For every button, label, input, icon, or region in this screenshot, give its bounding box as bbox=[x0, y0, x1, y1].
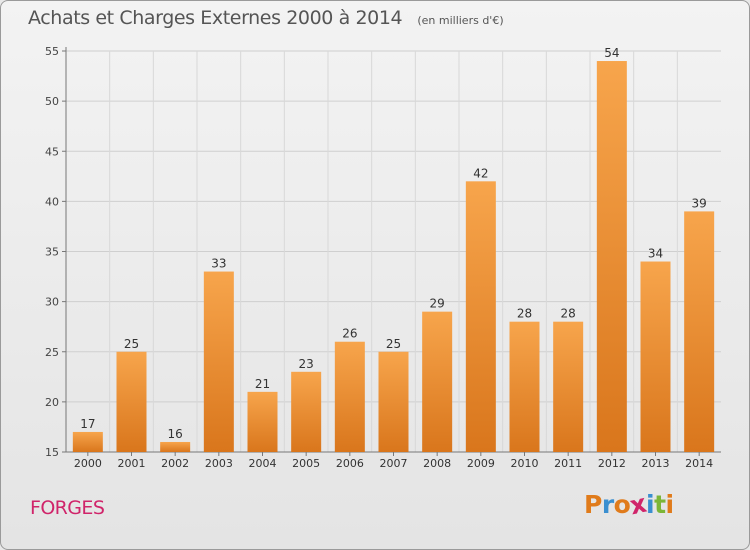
bar bbox=[596, 61, 627, 453]
bar bbox=[203, 271, 234, 452]
x-tick-label: 2011 bbox=[554, 457, 582, 470]
x-tick-label: 2014 bbox=[685, 457, 713, 470]
x-tick-label: 2013 bbox=[642, 457, 670, 470]
bar bbox=[116, 351, 147, 452]
data-label: 42 bbox=[473, 166, 488, 180]
bar bbox=[553, 321, 584, 452]
data-label: 17 bbox=[80, 417, 95, 431]
data-label: 54 bbox=[604, 46, 619, 60]
logo-letter: r bbox=[601, 490, 614, 519]
logo-letter: o bbox=[613, 490, 631, 519]
data-label: 21 bbox=[255, 377, 270, 391]
bar bbox=[72, 431, 103, 452]
chart-subtitle: (en milliers d'€) bbox=[417, 14, 504, 27]
bar bbox=[422, 311, 453, 452]
y-tick-label: 40 bbox=[45, 195, 59, 208]
y-tick-label: 20 bbox=[45, 396, 59, 409]
x-tick-label: 2009 bbox=[467, 457, 495, 470]
y-tick-label: 45 bbox=[45, 145, 59, 158]
bar bbox=[509, 321, 540, 452]
bar bbox=[334, 341, 365, 452]
proxiti-logo[interactable]: Proxiti bbox=[584, 489, 675, 521]
x-tick-label: 2005 bbox=[292, 457, 320, 470]
data-label: 34 bbox=[648, 247, 663, 261]
x-tick-label: 2010 bbox=[511, 457, 539, 470]
x-tick-label: 2002 bbox=[161, 457, 189, 470]
x-tick-label: 2001 bbox=[118, 457, 146, 470]
title-row: Achats et Charges Externes 2000 à 2014 (… bbox=[28, 7, 504, 29]
y-tick-label: 25 bbox=[45, 346, 59, 359]
bar bbox=[640, 261, 671, 452]
data-label: 25 bbox=[386, 337, 401, 351]
data-label: 33 bbox=[211, 257, 226, 271]
logo-letter: i bbox=[665, 490, 675, 519]
data-label: 28 bbox=[561, 307, 576, 321]
data-label: 16 bbox=[168, 427, 183, 441]
data-label: 25 bbox=[124, 337, 139, 351]
x-tick-label: 2008 bbox=[423, 457, 451, 470]
x-tick-label: 2006 bbox=[336, 457, 364, 470]
bar bbox=[684, 211, 715, 452]
x-tick-label: 2004 bbox=[249, 457, 277, 470]
y-tick-label: 50 bbox=[45, 95, 59, 108]
y-tick-label: 15 bbox=[45, 446, 59, 459]
data-label: 39 bbox=[692, 196, 707, 210]
y-tick-label: 30 bbox=[45, 296, 59, 309]
chart-title: Achats et Charges Externes 2000 à 2014 bbox=[28, 7, 403, 29]
logo-letter: t bbox=[654, 490, 666, 519]
bar bbox=[160, 441, 191, 452]
data-label: 26 bbox=[342, 327, 357, 341]
data-label: 29 bbox=[430, 297, 445, 311]
labels: 15 20 25 30 35 40 45 50 55 17 2000 25 2001 16 2002 33 20… bbox=[45, 45, 713, 470]
x-tick-label: 2007 bbox=[380, 457, 408, 470]
y-tick-label: 35 bbox=[45, 246, 59, 259]
data-label: 23 bbox=[299, 357, 314, 371]
place-label: FORGES bbox=[30, 497, 105, 519]
logo-letter: i bbox=[646, 490, 655, 519]
bar bbox=[247, 391, 278, 452]
x-tick-label: 2012 bbox=[598, 457, 626, 470]
data-label: 28 bbox=[517, 307, 532, 321]
y-tick-label: 55 bbox=[45, 45, 59, 58]
bar bbox=[465, 181, 496, 452]
x-tick-label: 2000 bbox=[74, 457, 102, 470]
x-tick-label: 2003 bbox=[205, 457, 233, 470]
bars bbox=[72, 61, 715, 453]
bar bbox=[378, 351, 409, 452]
bar bbox=[291, 371, 322, 452]
logo-letter: P bbox=[584, 490, 602, 519]
